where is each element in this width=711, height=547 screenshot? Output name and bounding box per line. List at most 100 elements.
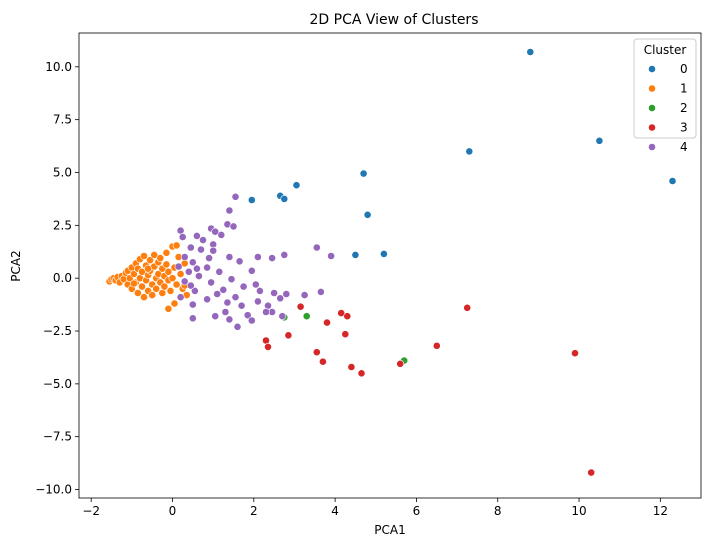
scatter-point-cluster-3 (284, 331, 293, 340)
scatter-point-cluster-4 (327, 252, 335, 260)
legend-marker-1 (648, 84, 656, 93)
scatter-point-cluster-3 (432, 341, 441, 350)
scatter-point-cluster-3 (264, 342, 272, 351)
scatter-point-cluster-4 (180, 277, 189, 286)
scatter-point-cluster-4 (268, 254, 276, 262)
legend-label-1: 1 (680, 82, 688, 96)
scatter-point-cluster-4 (176, 226, 185, 235)
scatter-point-cluster-1 (164, 267, 173, 276)
scatter-point-cluster-4 (316, 287, 325, 296)
scatter-point-cluster-1 (152, 284, 161, 293)
scatter-point-cluster-4 (211, 312, 220, 321)
scatter-point-cluster-3 (347, 363, 356, 371)
scatter-point-cluster-1 (129, 279, 138, 288)
scatter-point-cluster-4 (280, 250, 289, 259)
y-axis-label: PCA2 (9, 250, 23, 281)
scatter-point-cluster-0 (595, 136, 604, 145)
scatter-point-cluster-4 (217, 230, 226, 239)
legend-items: 0 1 2 3 4 (648, 62, 688, 154)
scatter-point-cluster-4 (237, 301, 246, 310)
x-tick-label: 2 (250, 504, 258, 518)
scatter-point-cluster-1 (138, 282, 146, 291)
legend-title: Cluster (644, 43, 687, 57)
scatter-point-cluster-4 (186, 243, 195, 252)
scatter-point-cluster-0 (280, 194, 289, 203)
scatter-point-cluster-4 (207, 278, 215, 287)
y-tick-label: 5.0 (53, 166, 72, 180)
scatter-point-cluster-4 (199, 236, 207, 244)
scatter-point-cluster-4 (192, 264, 201, 273)
scatter-point-cluster-4 (282, 290, 291, 298)
scatter-point-cluster-4 (235, 257, 244, 266)
legend-label-4: 4 (680, 140, 688, 154)
scatter-point-cluster-4 (276, 294, 285, 303)
scatter-point-cluster-4 (251, 280, 260, 289)
scatter-point-cluster-0 (359, 169, 368, 178)
y-tick-label: −2.5 (43, 324, 72, 338)
x-tick-label: 10 (571, 504, 586, 518)
scatter-point-cluster-4 (174, 262, 183, 271)
scatter-point-cluster-4 (255, 286, 264, 295)
scatter-point-cluster-1 (172, 241, 181, 250)
scatter-point-cluster-1 (166, 286, 175, 295)
legend-marker-4 (648, 143, 656, 151)
x-tick-label: −2 (82, 504, 100, 518)
scatter-point-cluster-3 (262, 336, 270, 345)
scatter-point-cluster-1 (158, 289, 167, 297)
scatter-point-cluster-4 (270, 289, 278, 297)
scatter-point-cluster-1 (144, 264, 152, 273)
scatter-point-cluster-3 (323, 318, 331, 327)
scatter-point-cluster-0 (351, 250, 360, 259)
scatter-point-cluster-1 (138, 267, 146, 276)
scatter-point-cluster-3 (343, 312, 352, 321)
x-tick-label: 0 (169, 504, 177, 518)
y-tick-label: −10.0 (35, 483, 72, 497)
scatter-point-cluster-4 (312, 243, 321, 252)
scatter-point-cluster-3 (587, 468, 596, 477)
legend-marker-0 (648, 65, 656, 73)
y-tick-label: −5.0 (43, 377, 72, 391)
x-tick-label: 8 (494, 504, 502, 518)
x-tick-label: 6 (413, 504, 421, 518)
scatter-point-cluster-1 (129, 270, 138, 278)
scatter-point-cluster-4 (229, 222, 238, 231)
y-tick-label: 0.0 (53, 271, 72, 285)
scatter-point-cluster-4 (223, 298, 232, 307)
scatter-point-cluster-3 (341, 330, 350, 339)
scatter-point-cluster-4 (211, 227, 220, 236)
scatter-point-cluster-4 (180, 253, 189, 261)
legend-marker-2 (648, 104, 656, 112)
scatter-point-cluster-4 (233, 322, 242, 331)
scatter-point-cluster-4 (300, 291, 309, 299)
scatter-point-cluster-4 (231, 293, 240, 302)
scatter-point-cluster-4 (192, 231, 201, 240)
scatter-point-cluster-4 (253, 297, 262, 306)
scatter-point-cluster-4 (227, 275, 236, 284)
x-tick-label: 12 (653, 504, 668, 518)
scatter-point-cluster-3 (296, 302, 305, 311)
scatter-point-cluster-1 (140, 293, 148, 302)
y-axis: −10.0 −7.5 −5.0 −2.5 0.0 2.5 5.0 7.5 10.0 (35, 60, 79, 497)
points-layer (105, 48, 677, 477)
scatter-point-cluster-4 (243, 311, 252, 320)
scatter-point-cluster-4 (213, 290, 222, 298)
scatter-point-cluster-4 (203, 295, 211, 304)
scatter-point-cluster-3 (396, 359, 405, 368)
chart-title: 2D PCA View of Clusters (310, 12, 479, 28)
scatter-point-cluster-0 (526, 48, 535, 56)
scatter-point-cluster-1 (176, 270, 185, 278)
scatter-point-cluster-4 (262, 308, 270, 316)
scatter-point-cluster-4 (225, 206, 234, 215)
scatter-point-cluster-4 (178, 233, 187, 241)
scatter-point-cluster-1 (164, 304, 173, 313)
scatter-point-cluster-4 (188, 300, 197, 309)
scatter-point-cluster-1 (133, 289, 142, 297)
y-tick-label: −7.5 (43, 430, 72, 444)
scatter-point-cluster-2 (302, 312, 311, 321)
y-tick-label: 7.5 (53, 113, 72, 127)
scatter-point-cluster-0 (363, 210, 372, 219)
scatter-point-cluster-4 (188, 314, 197, 323)
scatter-point-cluster-1 (146, 256, 154, 265)
y-tick-label: 10.0 (45, 60, 72, 74)
